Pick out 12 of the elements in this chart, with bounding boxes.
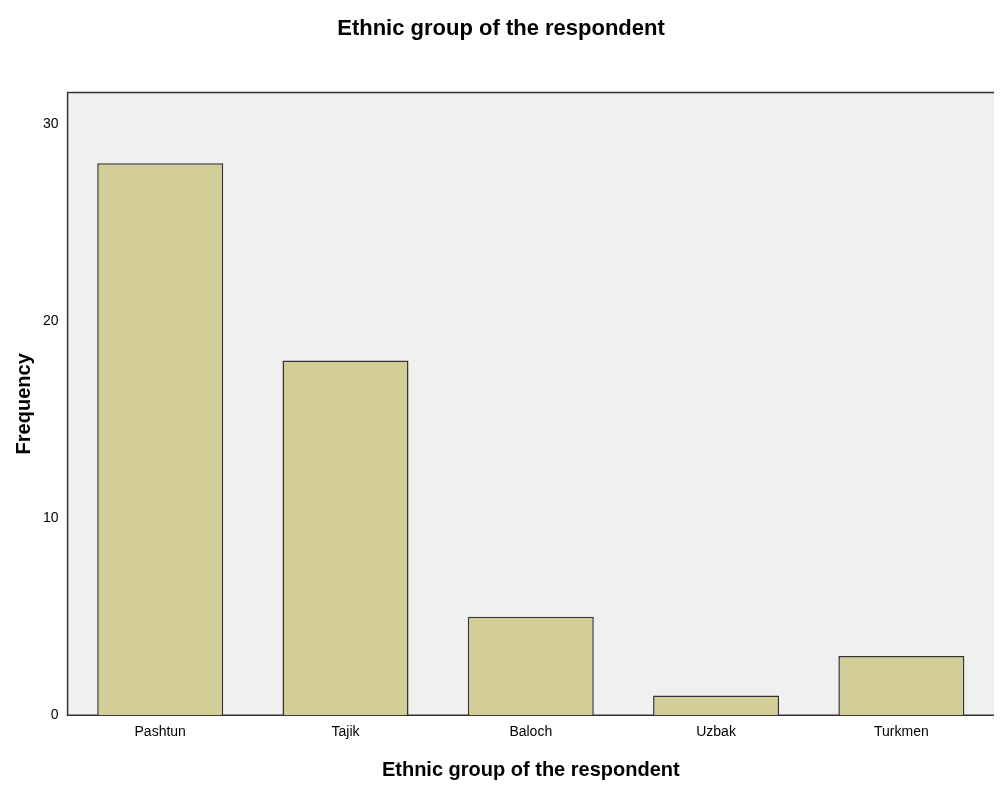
y-tick-label: 0 [50, 706, 59, 723]
x-tick-label: Turkmen [874, 723, 929, 740]
x-tick-label: Tajik [331, 723, 361, 740]
y-axis-title: Frequency [11, 352, 34, 455]
x-tick-label: Baloch [509, 723, 553, 740]
x-tick-label: Pashtun [134, 723, 186, 740]
y-tick-label: 10 [42, 508, 59, 525]
y-tick-label: 20 [42, 311, 59, 328]
chart-title: Ethnic group of the respondent [337, 15, 666, 41]
y-tick-label: 30 [42, 114, 59, 131]
x-tick-label: Uzbak [696, 723, 737, 740]
x-axis-title: Ethnic group of the respondent [381, 757, 681, 780]
